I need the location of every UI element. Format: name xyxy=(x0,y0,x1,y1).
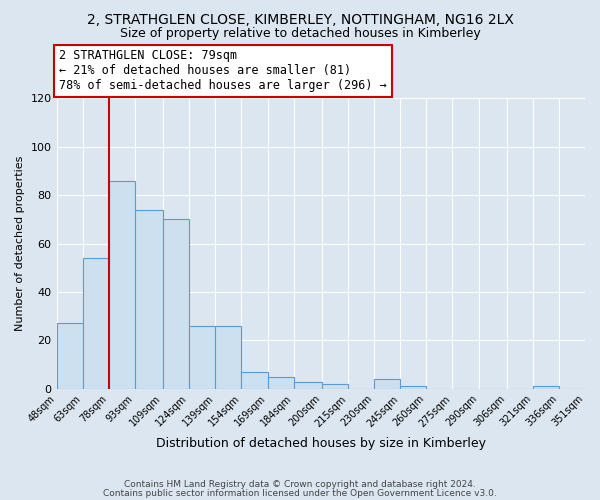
Bar xyxy=(56,324,83,389)
Bar xyxy=(294,382,322,389)
Text: Size of property relative to detached houses in Kimberley: Size of property relative to detached ho… xyxy=(119,28,481,40)
X-axis label: Distribution of detached houses by size in Kimberley: Distribution of detached houses by size … xyxy=(156,437,486,450)
Text: 2 STRATHGLEN CLOSE: 79sqm
← 21% of detached houses are smaller (81)
78% of semi-: 2 STRATHGLEN CLOSE: 79sqm ← 21% of detac… xyxy=(59,50,387,92)
Bar xyxy=(374,379,400,389)
Bar xyxy=(241,372,268,389)
Bar xyxy=(400,386,426,389)
Bar xyxy=(268,376,294,389)
Text: Contains public sector information licensed under the Open Government Licence v3: Contains public sector information licen… xyxy=(103,488,497,498)
Bar xyxy=(135,210,163,389)
Text: 2, STRATHGLEN CLOSE, KIMBERLEY, NOTTINGHAM, NG16 2LX: 2, STRATHGLEN CLOSE, KIMBERLEY, NOTTINGH… xyxy=(86,12,514,26)
Bar xyxy=(215,326,241,389)
Bar xyxy=(163,220,189,389)
Bar xyxy=(189,326,215,389)
Bar xyxy=(109,180,135,389)
Bar xyxy=(322,384,348,389)
Bar xyxy=(585,386,600,389)
Y-axis label: Number of detached properties: Number of detached properties xyxy=(15,156,25,331)
Bar xyxy=(83,258,109,389)
Text: Contains HM Land Registry data © Crown copyright and database right 2024.: Contains HM Land Registry data © Crown c… xyxy=(124,480,476,489)
Bar xyxy=(533,386,559,389)
